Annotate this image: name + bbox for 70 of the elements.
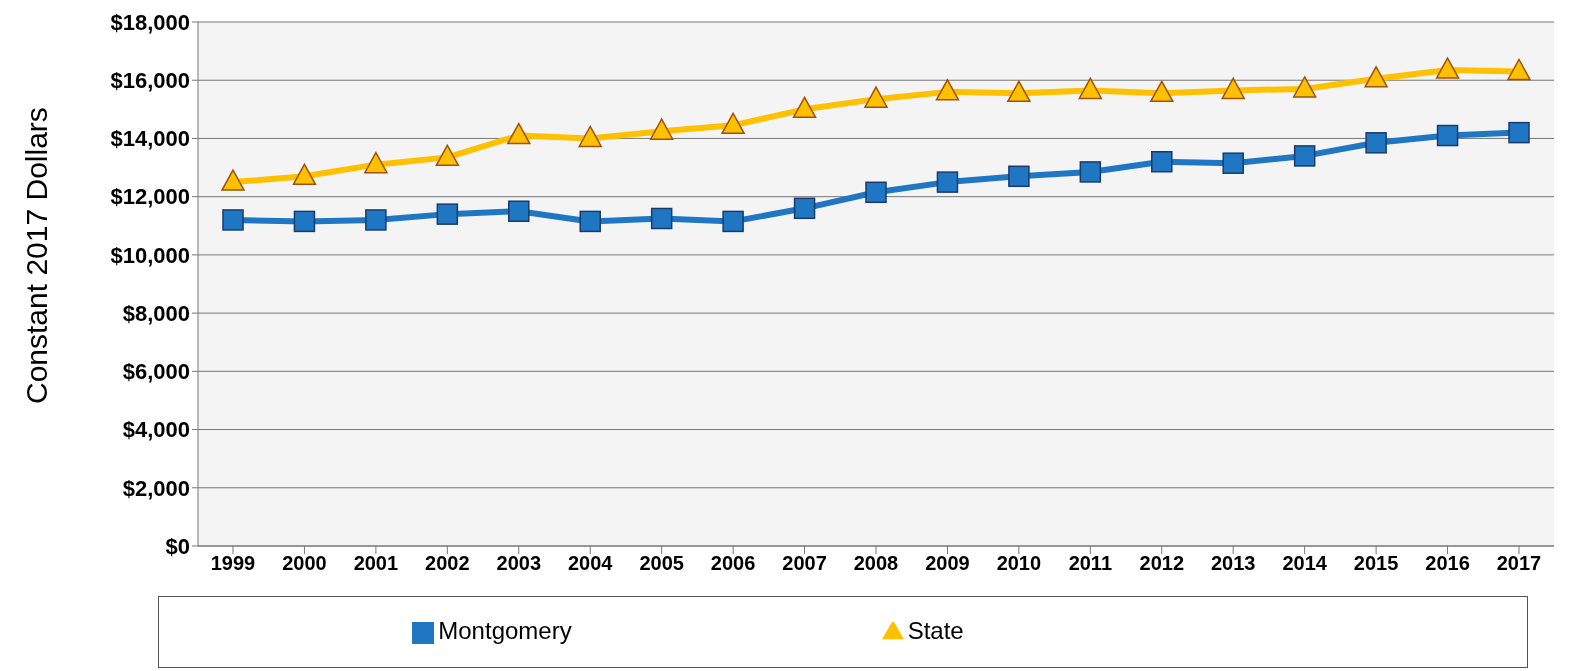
x-tick-label: 2005: [639, 552, 684, 575]
x-tick-label: 2006: [710, 552, 756, 575]
y-tick-label: $6,000: [122, 359, 190, 385]
point: [1292, 76, 1317, 98]
point: [650, 207, 673, 230]
point: [1008, 165, 1030, 188]
point: [1436, 124, 1459, 147]
point: [1151, 150, 1173, 173]
x-tick-label: 2003: [496, 552, 542, 575]
point: [578, 125, 602, 148]
point: [1079, 161, 1102, 183]
point: [293, 210, 316, 233]
point: [1507, 58, 1531, 81]
point: [1365, 132, 1387, 154]
x-tick-label: 1999: [210, 552, 256, 575]
point: [435, 144, 460, 167]
point: [935, 79, 960, 101]
y-tick-label: $16,000: [110, 68, 190, 94]
point: [1078, 77, 1103, 100]
point: [722, 210, 744, 233]
y-tick-label: $12,000: [110, 184, 190, 210]
y-tick-label: $10,000: [110, 242, 190, 268]
x-tick-label: 2011: [1068, 552, 1113, 575]
y-tick-label: $0: [165, 533, 190, 559]
point: [364, 151, 388, 174]
point: [436, 203, 459, 225]
y-tick-label: $14,000: [110, 126, 190, 152]
x-tick-label: 2008: [853, 552, 899, 575]
point: [864, 86, 888, 108]
x-tick-label: 2015: [1353, 552, 1399, 575]
x-tick-label: 2004: [567, 552, 614, 575]
y-axis-title: Constant 2017 Dollars: [19, 107, 53, 404]
point: [1221, 77, 1245, 100]
legend-label: State: [907, 617, 964, 644]
x-tick-label: 2016: [1425, 552, 1470, 575]
y-tick-label: $18,000: [110, 9, 190, 35]
point: [1222, 152, 1244, 174]
x-tick-label: 2009: [925, 552, 970, 575]
point: [1364, 66, 1388, 88]
x-tick-label: 2002: [425, 552, 470, 575]
point: [936, 171, 959, 193]
point: [1150, 80, 1174, 103]
point: [1435, 57, 1460, 79]
point: [1508, 121, 1530, 144]
point: [221, 169, 245, 191]
point: [792, 96, 817, 119]
point: [508, 200, 530, 222]
point: [365, 209, 387, 231]
x-tick-label: 2010: [996, 552, 1042, 575]
point: [222, 209, 244, 231]
point: [865, 181, 887, 204]
x-tick-label: 2012: [1139, 552, 1185, 575]
point: [1007, 80, 1031, 103]
x-tick-label: 2014: [1282, 552, 1328, 575]
x-tick-label: 2007: [782, 552, 827, 575]
point: [649, 118, 674, 140]
point: [507, 122, 531, 145]
y-tick-label: $2,000: [122, 475, 190, 501]
point: [721, 112, 745, 135]
legend-label: Montgomery: [438, 617, 572, 644]
point: [579, 210, 601, 233]
x-tick-label: 2001: [353, 552, 399, 575]
point: [1293, 145, 1316, 167]
x-tick-label: 2017: [1496, 552, 1542, 575]
point: [292, 163, 317, 186]
point: [793, 197, 816, 220]
x-tick-label: 2013: [1210, 552, 1256, 575]
x-tick-label: 2000: [282, 552, 327, 575]
y-tick-label: $8,000: [122, 300, 190, 326]
y-tick-label: $4,000: [122, 417, 190, 443]
